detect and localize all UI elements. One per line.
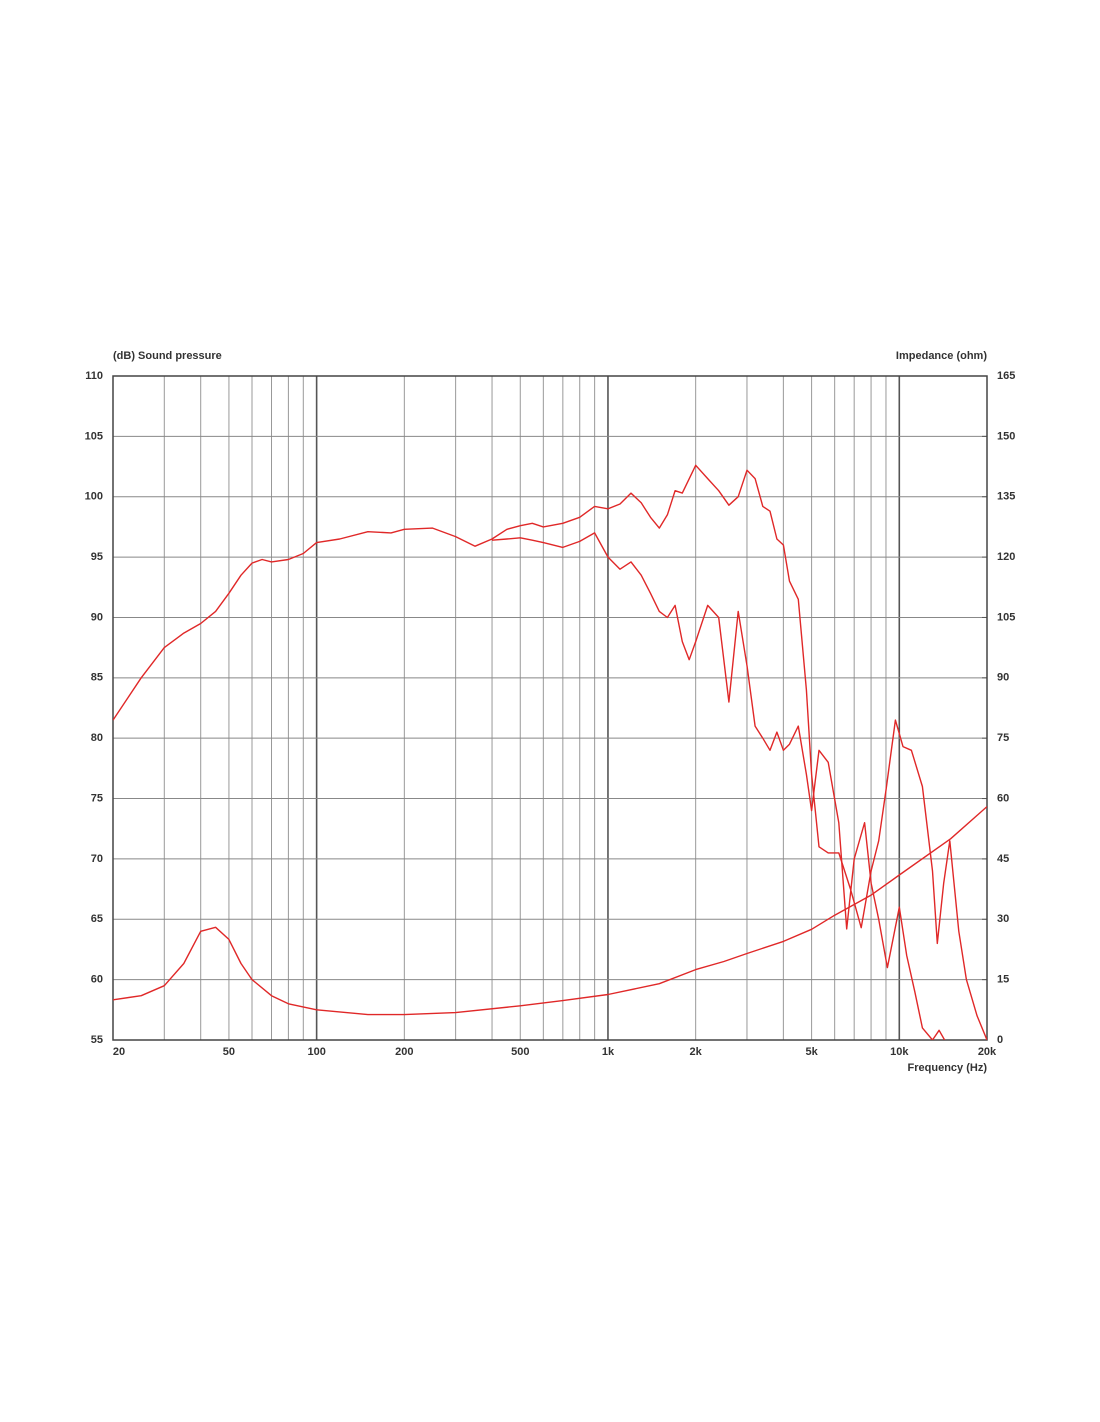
y2-tick-label: 105	[997, 611, 1015, 623]
x-tick-label: 20	[113, 1046, 125, 1058]
y2-tick-label: 165	[997, 370, 1015, 382]
y2-tick-label: 135	[997, 491, 1015, 503]
y-tick-label: 105	[85, 430, 103, 442]
x-tick-label: 20k	[978, 1046, 997, 1058]
x-tick-label: 2k	[690, 1046, 703, 1058]
y-tick-label: 60	[91, 974, 103, 986]
y-axis-label: (dB) Sound pressure	[113, 350, 222, 362]
y2-tick-label: 60	[997, 792, 1009, 804]
x-tick-label: 500	[511, 1046, 529, 1058]
x-tick-label: 10k	[890, 1046, 909, 1058]
y-tick-label: 70	[91, 853, 103, 865]
x-axis-label: Frequency (Hz)	[908, 1062, 988, 1074]
y2-axis-label: Impedance (ohm)	[896, 350, 987, 362]
y2-tick-label: 120	[997, 551, 1015, 563]
y-tick-label: 90	[91, 611, 103, 623]
series-line	[491, 532, 946, 1040]
y-tick-label: 100	[85, 491, 103, 503]
y-tick-label: 80	[91, 732, 103, 744]
y-tick-label: 75	[91, 792, 103, 804]
y2-tick-label: 150	[997, 430, 1015, 442]
y2-tick-label: 45	[997, 853, 1009, 865]
y2-tick-label: 75	[997, 732, 1009, 744]
y-tick-label: 110	[85, 370, 103, 382]
series-line	[113, 806, 987, 1016]
y-tick-label: 55	[91, 1034, 103, 1046]
x-tick-label: 50	[223, 1046, 235, 1058]
x-tick-label: 1k	[602, 1046, 615, 1058]
y-tick-label: 65	[91, 913, 103, 925]
x-tick-label: 5k	[805, 1046, 818, 1058]
series-line	[113, 464, 987, 1040]
y2-tick-label: 15	[997, 974, 1009, 986]
y2-tick-label: 0	[997, 1034, 1003, 1046]
y-tick-label: 95	[91, 551, 103, 563]
y2-tick-label: 30	[997, 913, 1009, 925]
y2-tick-label: 90	[997, 672, 1009, 684]
y-tick-label: 85	[91, 672, 103, 684]
x-tick-label: 200	[395, 1046, 413, 1058]
plot-frame	[112, 375, 988, 1041]
x-tick-label: 100	[307, 1046, 325, 1058]
